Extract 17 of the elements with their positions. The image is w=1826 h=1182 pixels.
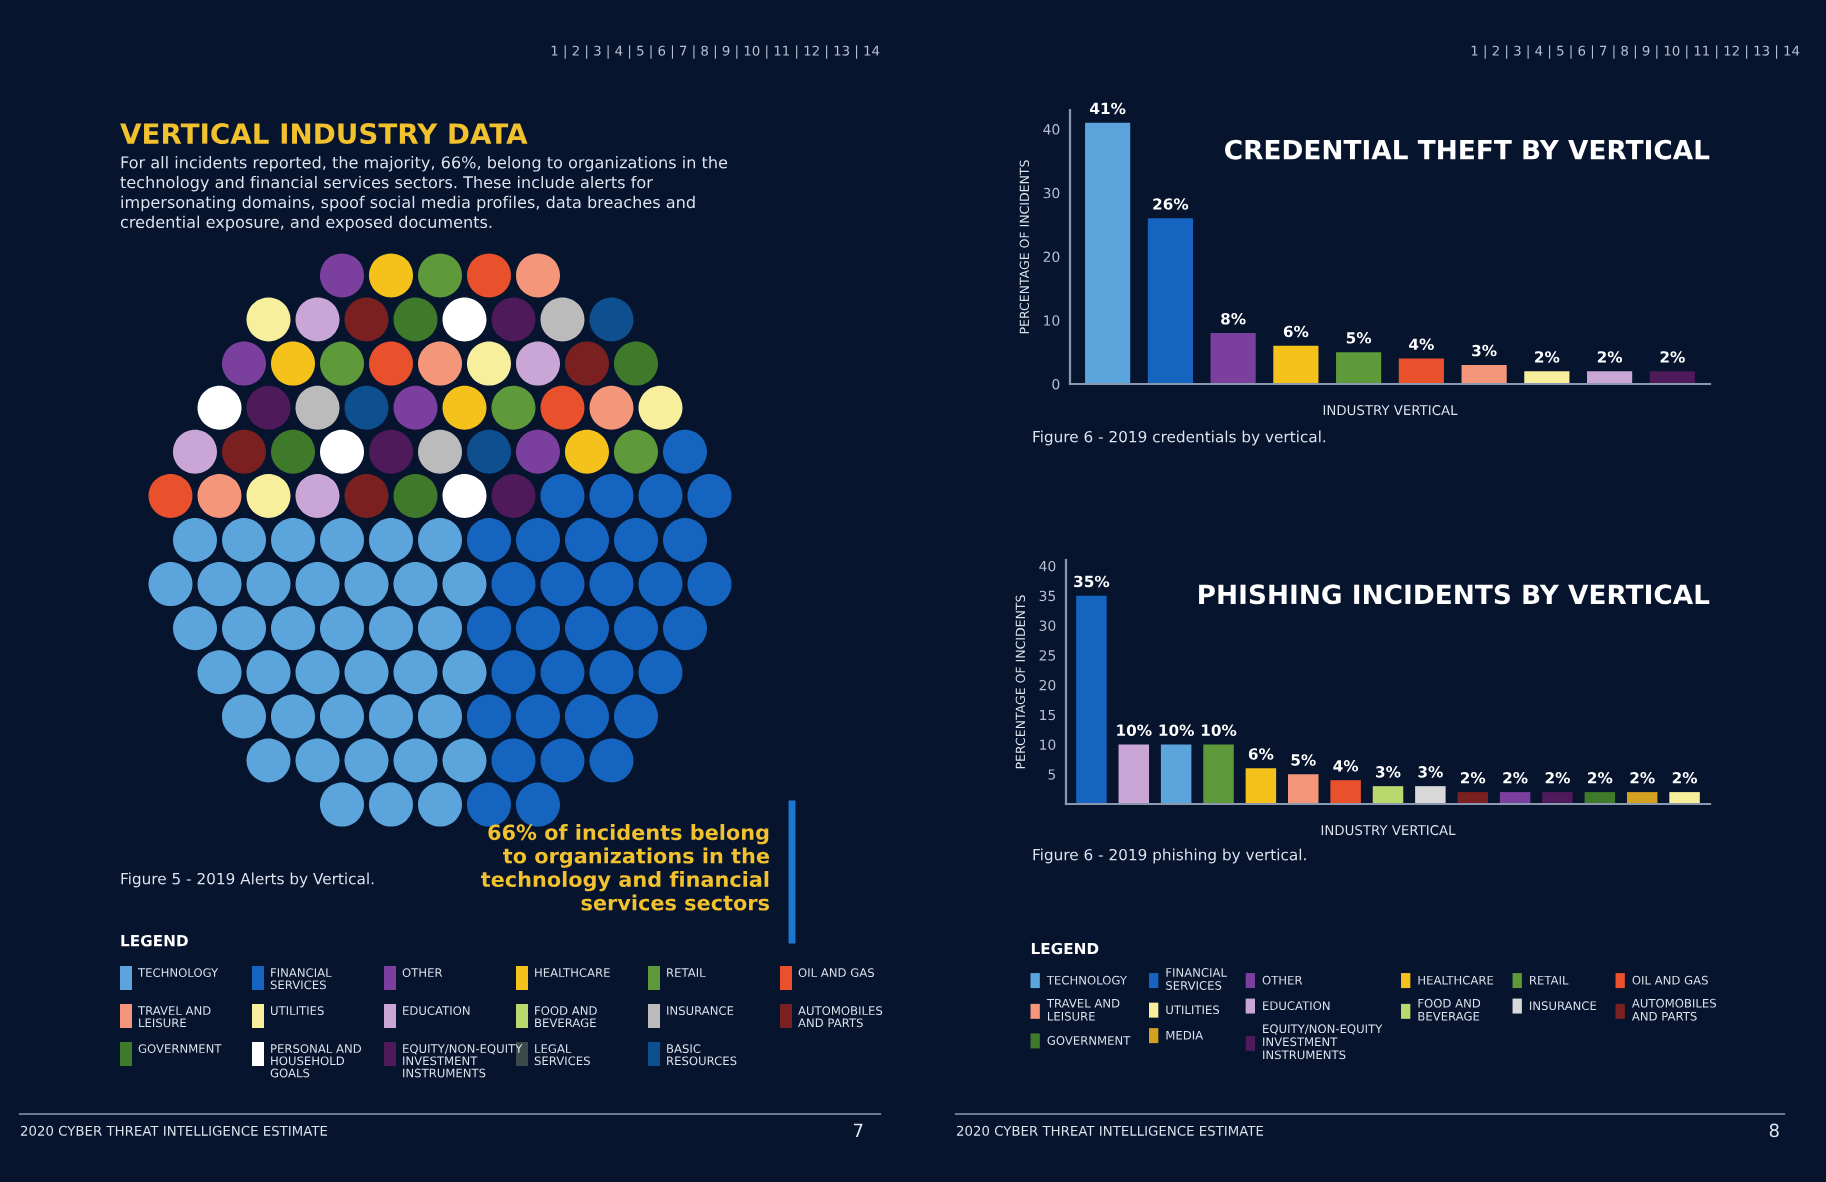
text: PHISHING INCIDENTS BY VERTICAL (1199, 584, 1710, 605)
bar (1273, 345, 1319, 384)
bar (1587, 371, 1633, 384)
text: CREDENTIAL THEFT BY VERTICAL (1225, 139, 1710, 160)
bar (1336, 352, 1382, 384)
bar (1461, 364, 1507, 384)
text: VERTICAL INDUSTRY DATA (120, 123, 528, 145)
text: 7 (853, 1123, 863, 1137)
bar (1085, 122, 1131, 384)
bar (1210, 333, 1256, 384)
text: 66% of incidents belong to organizations in the technology and financial services sectors (480, 824, 770, 911)
bar (1398, 358, 1444, 384)
bar (1524, 371, 1570, 384)
bar (1147, 218, 1193, 384)
text: For all incidents reported, the majority, 66%, belong to organizations in the technology and financial services sectors. These include alerts for impersonating domains, spoof social media profiles, data breaches and credential exposure, and exposed documents. (120, 156, 728, 232)
text: 8 (1769, 1123, 1779, 1138)
bar (1649, 371, 1695, 384)
